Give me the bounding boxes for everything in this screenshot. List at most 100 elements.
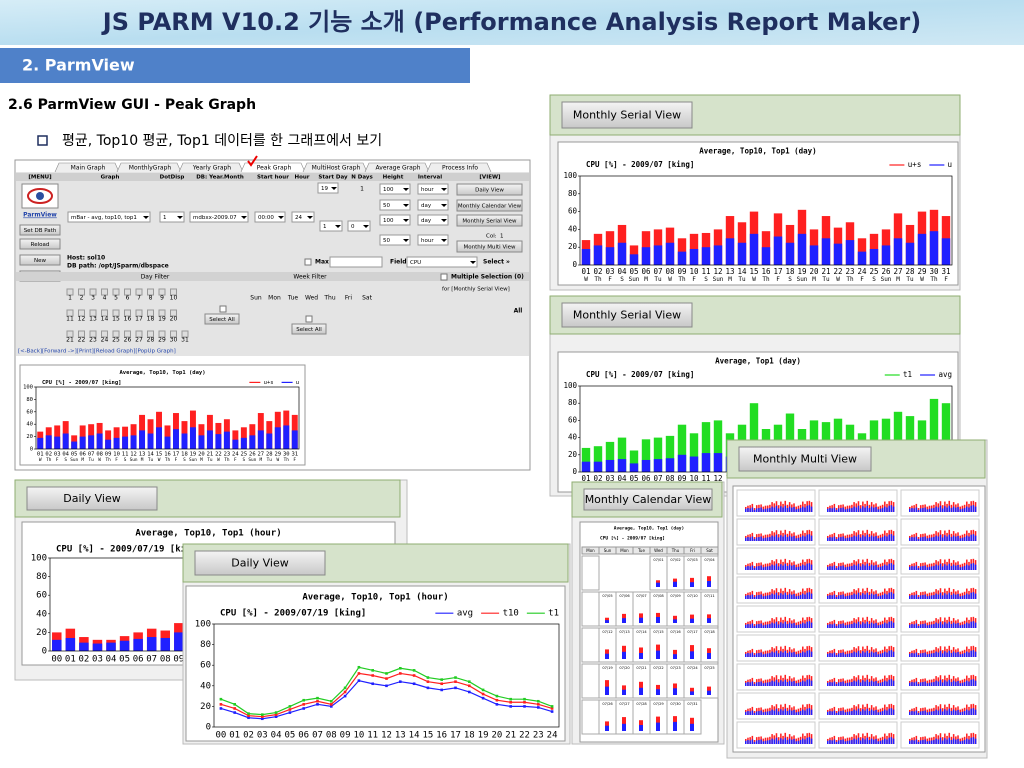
multi-bar <box>831 595 833 599</box>
multi-bar <box>844 683 847 686</box>
select-link: Select » <box>483 259 510 266</box>
multi-bar <box>859 740 862 744</box>
legend-label: t10 <box>503 609 519 619</box>
multi-bar <box>875 709 877 715</box>
marker <box>343 694 347 698</box>
multi-bar <box>791 594 793 599</box>
x-tick-label: 25 <box>241 451 248 457</box>
multi-bar <box>758 595 760 599</box>
x-tick-label: 11 <box>122 451 129 457</box>
multi-bar <box>888 563 890 570</box>
multi-bar <box>866 679 869 686</box>
multi-bar <box>859 653 862 657</box>
multi-bar <box>939 592 942 599</box>
y-tick-label: 0 <box>206 723 211 733</box>
calendar-axis-cell <box>581 591 600 627</box>
x-tick-label: 18 <box>464 731 475 741</box>
multi-bar <box>753 654 756 657</box>
multi-bar <box>797 624 800 628</box>
multi-bar <box>837 595 840 599</box>
day-label: 24 <box>101 337 109 344</box>
day-label: 7 <box>137 295 141 302</box>
button-label: Monthly Multi View <box>463 245 516 251</box>
multi-bar <box>758 566 760 570</box>
multi-bar <box>966 593 968 599</box>
bar <box>54 436 61 449</box>
multi-bar <box>933 711 935 715</box>
weekday-label: W <box>276 457 279 463</box>
day-label: 11 <box>66 316 74 323</box>
multi-bar <box>890 708 893 715</box>
calendar-day: 07/25 <box>704 666 714 670</box>
x-tick-label: 15 <box>422 731 433 741</box>
multi-bar <box>835 712 838 715</box>
multi-bar <box>835 596 838 599</box>
bar <box>581 248 591 265</box>
multi-bar <box>919 653 922 657</box>
multi-bar <box>868 537 871 541</box>
day-checkbox <box>170 309 177 317</box>
multi-bar <box>747 508 749 512</box>
calendar-axis-cell <box>581 699 600 735</box>
multi-bar <box>955 710 957 715</box>
x-tick-label: 06 <box>133 655 144 665</box>
multi-bar <box>855 565 858 570</box>
multi-bar <box>753 509 756 512</box>
tab-label: Average Graph <box>376 165 421 172</box>
multi-bar <box>771 564 773 570</box>
weekday-label: F <box>776 276 780 283</box>
multi-bar <box>747 595 749 599</box>
header-row <box>16 173 529 181</box>
marker <box>219 707 223 710</box>
x-tick-label: 18 <box>181 451 188 457</box>
calendar-day: 07/31 <box>687 702 697 706</box>
multi-bar <box>935 535 937 541</box>
multi-bar <box>837 653 840 657</box>
multi-bar <box>868 740 871 744</box>
multi-bar <box>917 538 920 541</box>
marker <box>481 696 485 700</box>
select-arrow <box>441 188 447 191</box>
marker <box>274 711 278 714</box>
multi-bar <box>745 508 747 512</box>
multi-bar <box>802 535 804 541</box>
multi-bar <box>873 507 875 512</box>
multi-bar <box>749 566 751 570</box>
multi-bar <box>870 535 873 541</box>
multi-bar <box>924 623 926 628</box>
multi-bar <box>959 683 961 686</box>
multi-bar <box>810 506 813 512</box>
multi-bar <box>747 566 749 570</box>
marker <box>440 678 443 681</box>
multi-bar <box>862 622 864 628</box>
multi-bar <box>780 651 782 657</box>
bar <box>206 430 213 449</box>
y-tick-label: 40 <box>36 609 47 619</box>
multi-bar <box>911 624 913 628</box>
multi-bar <box>892 535 895 541</box>
multi-bar <box>791 652 793 657</box>
x-tick-label: 27 <box>258 451 265 457</box>
db-path-label: DB path: /opt/JSparm/dbspace <box>67 263 169 270</box>
calendar-cell <box>700 555 719 591</box>
multi-bar <box>802 564 804 570</box>
day-checkbox <box>101 288 108 296</box>
bar <box>665 435 675 472</box>
multi-bar <box>827 682 829 686</box>
multi-bar <box>864 594 866 599</box>
multi-bar <box>963 537 966 541</box>
marker <box>316 696 319 700</box>
multi-bar <box>955 739 957 744</box>
weekday-label: S <box>620 276 624 283</box>
marker <box>412 682 416 686</box>
multi-bar <box>831 682 833 686</box>
multi-bar <box>848 740 851 744</box>
bar <box>605 459 615 472</box>
multi-bar <box>881 711 884 715</box>
multi-bar <box>873 739 875 744</box>
multi-bar <box>846 682 849 686</box>
view-button <box>456 240 523 253</box>
multi-bar <box>840 537 842 541</box>
multi-bar <box>957 709 959 715</box>
weekday-label: Th <box>46 457 52 463</box>
